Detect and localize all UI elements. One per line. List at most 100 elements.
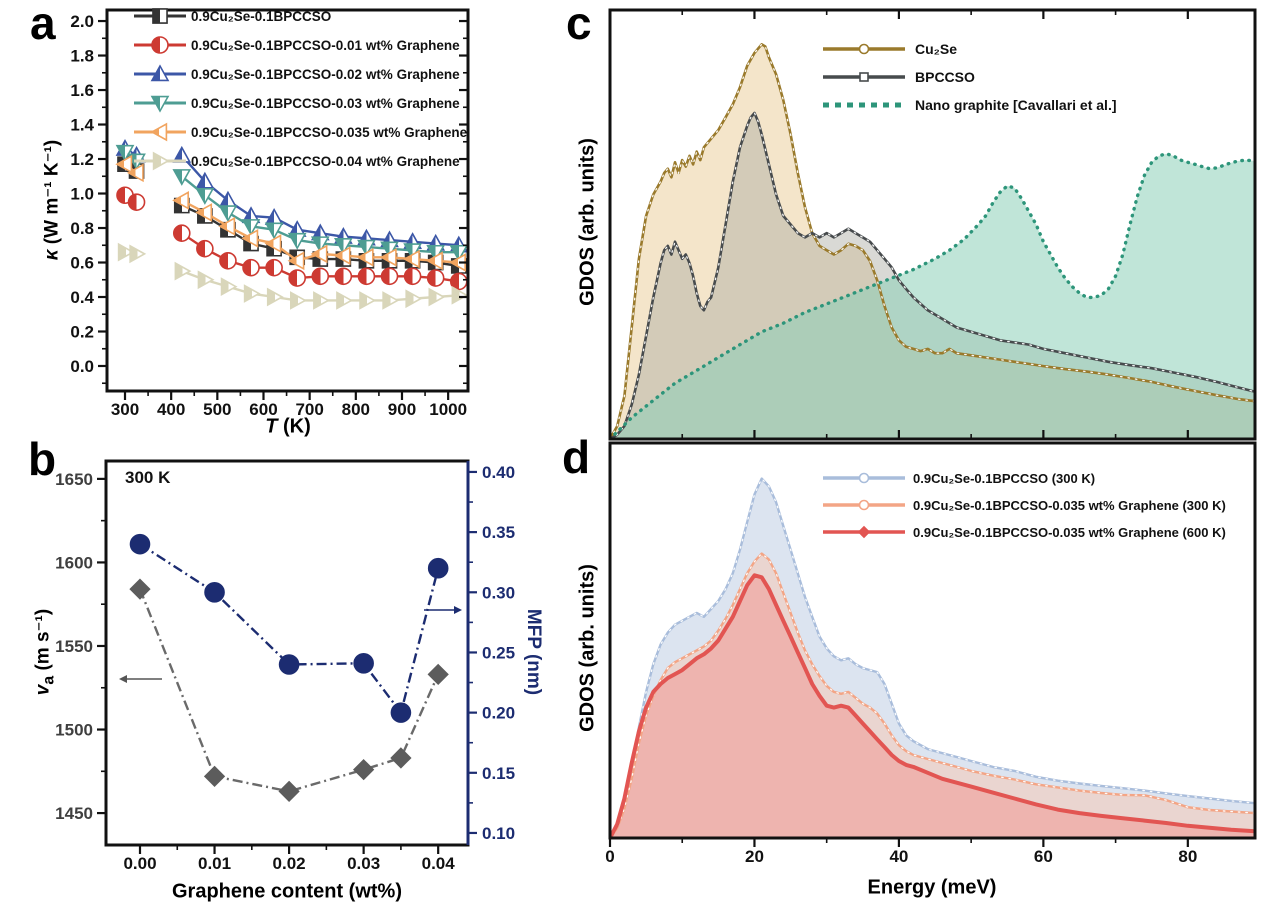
marker-a-1 [380,267,399,286]
legend-item-a-4: 0.9Cu₂Se-0.1BPCCSO-0.035 wt% Graphene [134,122,468,142]
y-tick-label-a: 0.2 [70,322,94,341]
marker-a-1 [196,239,214,258]
marker-a-1 [172,224,191,242]
panel-a-y-axis-label: κ (W m⁻¹ K⁻¹) [41,140,64,261]
marker-a-3 [403,243,422,261]
marker-b-0 [353,759,375,781]
legend-item-d-1: 0.9Cu₂Se-0.1BPCCSO-0.035 wt% Graphene (3… [823,498,1226,513]
marker-b-1 [353,652,374,674]
legend-label: 0.9Cu₂Se-0.1BPCCSO (300 K) [913,471,1095,486]
legend-item-a-0: 0.9Cu₂Se-0.1BPCCSO [134,8,331,24]
marker-a-5 [289,291,307,310]
x-tick-label-d: 20 [745,847,764,866]
legend-label: 0.9Cu₂Se-0.1BPCCSO-0.04 wt% Graphene [191,154,460,169]
marker-a-5 [336,291,354,310]
marker-b-0 [427,663,449,686]
x-tick-label-b: 0.04 [422,854,456,873]
marker-a-3 [310,236,330,254]
marker-a-2 [195,171,215,189]
panel-b-x-axis-label: Graphene content (wt%) [171,880,403,903]
legend-item-c-1: BPCCSO [823,69,975,85]
annotation-arrowhead [454,606,462,614]
legend-label: 0.9Cu₂Se-0.1BPCCSO-0.035 wt% Graphene [191,125,468,140]
kappa-units: (W m⁻¹ K⁻¹) [41,139,63,250]
legend-item-c-2: Nano graphite [Cavallari et al.] [823,97,1117,113]
curve-dots-d-0 [609,477,1256,839]
marker-a-3 [333,238,353,255]
x-tick-label-a: 900 [388,400,416,419]
marker-a-4 [115,154,133,174]
marker-a-4 [218,216,236,236]
y-tick-label-a: 1.4 [70,116,94,135]
marker-a-4 [287,251,305,271]
panel-a-x-axis-label: T (K) [265,416,311,439]
marker-a-4 [241,228,259,248]
marker-a-5 [359,291,377,310]
x-tick-label-b: 0.01 [198,854,231,873]
marker-a-3 [287,232,307,250]
marker-a-3 [264,222,284,240]
marker-a-3 [241,219,261,236]
x-tick-label-a: 500 [203,400,231,419]
v-units: (m s⁻¹) [32,608,54,676]
T-units: (K) [277,415,311,438]
legend-label: Nano graphite [Cavallari et al.] [915,97,1117,113]
panel-d-x-axis-label: Energy (meV) [867,876,997,899]
panel-a-data [115,139,469,310]
marker-a-5 [129,244,147,264]
marker-a-4 [379,247,397,267]
marker-a-1 [357,267,376,286]
legend-label: BPCCSO [915,69,975,85]
y2-tick-label-b: 0.25 [482,643,515,662]
marker-a-1 [242,258,260,277]
legend-label: 0.9Cu₂Se-0.1BPCCSO-0.01 wt% Graphene [191,38,460,53]
marker-a-1 [219,252,237,270]
kappa-symbol: κ [41,249,63,261]
marker-a-5 [382,291,400,310]
x-tick-label-d: 0 [605,847,614,866]
marker-a-4 [402,249,420,269]
y2-tick-label-b: 0.15 [482,764,515,783]
y-tick-label-b: 1450 [55,804,93,823]
marker-a-1 [311,267,330,286]
panel-b: 0.00 0.01 0.02 0.03 0.04 1450 1500 1550 1600 1650… [55,459,515,873]
x-tick-label-d: 80 [1178,847,1197,866]
panel-letter-a: a [30,0,56,49]
y-tick-label-a: 1.8 [70,47,94,66]
marker-a-1 [403,267,422,286]
panel-b-right-axis-label: MFP (nm) [523,608,544,696]
marker-a-4 [126,163,144,183]
marker-a-3 [357,239,376,257]
panel-a: 300 400 500 600 700 800 900 1000 0.0 0.2 0.4 0.6 0.8… [70,8,470,419]
marker-a-3 [426,244,446,262]
marker-a-5 [451,285,469,305]
panel-letter-c: c [566,0,592,49]
marker-a-1 [426,269,445,287]
marker-a-3 [449,244,469,262]
T-symbol: T [265,415,278,438]
y2-tick-label-b: 0.10 [482,824,515,843]
panel-b-data [129,533,449,802]
marker-a-5 [174,261,192,281]
panel-d: 0 20 40 60 80 0.9Cu₂Se-0.1BPCCSO (300 K) 0.9Cu… [605,441,1257,866]
legend-label: 0.9Cu₂Se-0.1BPCCSO-0.03 wt% Graphene [191,96,460,111]
marker-a-3 [218,205,238,223]
marker-a-4 [356,247,374,267]
y-tick-label-a: 0.6 [70,254,94,273]
x-tick-label-b: 0.02 [273,854,306,873]
curve-dots-d-1 [609,552,1256,839]
x-tick-label-a: 300 [111,400,139,419]
legend-item-d-0: 0.9Cu₂Se-0.1BPCCSO (300 K) [823,471,1095,486]
x-tick-label-a: 400 [157,400,185,419]
x-tick-label-d: 60 [1034,847,1053,866]
marker-b-0 [203,765,226,787]
marker-a-1 [288,269,306,287]
panel-c-y-axis-label: GDOS (arb. units) [576,138,599,306]
y-tick-label-a: 2.0 [70,12,94,31]
legend-label: Cu₂Se [915,41,957,57]
x-tick-label-a: 800 [342,400,370,419]
marker-b-1 [278,654,300,675]
line-b-1 [139,543,440,716]
marker-a-5 [266,287,284,307]
